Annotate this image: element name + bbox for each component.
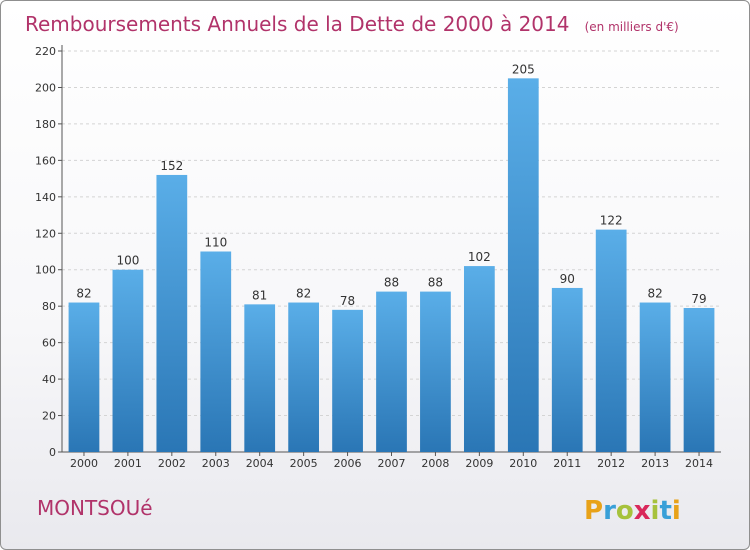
y-tick-label: 100 (35, 264, 56, 277)
bar (156, 174, 188, 453)
y-tick-label: 0 (49, 446, 56, 459)
bar-value-label: 205 (512, 62, 535, 76)
y-tick-label: 80 (42, 300, 56, 313)
bar-value-label: 102 (468, 250, 491, 264)
logo-letter: x (634, 496, 651, 526)
x-tick-label: 2009 (465, 457, 493, 470)
x-tick-label: 2011 (553, 457, 581, 470)
logo-letter: i (651, 496, 660, 526)
bar (244, 304, 276, 452)
x-tick-label: 2014 (685, 457, 713, 470)
x-tick-label: 2002 (158, 457, 186, 470)
bar (420, 291, 451, 452)
y-tick-label: 40 (42, 373, 56, 386)
bar-value-label: 82 (76, 287, 91, 301)
x-tick-label: 2010 (509, 457, 537, 470)
bar-value-label: 82 (647, 287, 662, 301)
bar (683, 308, 715, 452)
logo-letter: i (672, 496, 681, 526)
bar (507, 78, 539, 452)
x-tick-label: 2000 (70, 457, 98, 470)
logo-letter: P (584, 496, 603, 526)
logo-letter: t (659, 496, 671, 526)
x-tick-label: 2003 (202, 457, 230, 470)
town-name: MONTSOUé (37, 496, 153, 520)
bar (376, 291, 407, 452)
bar (463, 266, 495, 452)
y-tick-label: 180 (35, 118, 56, 131)
bar-value-label: 122 (600, 214, 623, 228)
y-tick-label: 220 (35, 45, 56, 58)
chart-unit: (en milliers d'€) (585, 20, 679, 34)
bar (200, 251, 232, 452)
bar-value-label: 81 (252, 288, 267, 302)
x-tick-label: 2006 (334, 457, 362, 470)
bar-value-label: 82 (296, 287, 311, 301)
x-tick-label: 2013 (641, 457, 669, 470)
y-tick-label: 20 (42, 410, 56, 423)
x-tick-label: 2008 (421, 457, 449, 470)
y-tick-label: 140 (35, 191, 56, 204)
bar-value-label: 90 (560, 272, 575, 286)
x-tick-label: 2004 (246, 457, 274, 470)
x-tick-label: 2001 (114, 457, 142, 470)
bar-value-label: 78 (340, 294, 355, 308)
data-labels: 82 100 152 110 81 82 78 88 88 102 205 90 122 82 79 (76, 62, 706, 307)
logo-letter: o (616, 496, 634, 526)
bar (595, 229, 627, 452)
y-tick-label: 120 (35, 227, 56, 240)
chart-title: Remboursements Annuels de la Dette de 20… (25, 12, 679, 36)
logo-letter: r (603, 496, 616, 526)
chart-title-text: Remboursements Annuels de la Dette de 20… (25, 12, 569, 36)
y-tick-label: 200 (35, 81, 56, 94)
y-tick-label: 60 (42, 337, 56, 350)
x-tick-label: 2005 (290, 457, 318, 470)
bar-value-label: 79 (691, 292, 706, 306)
bars (68, 78, 715, 453)
bar (639, 302, 671, 452)
bar-value-label: 88 (384, 276, 399, 290)
bar-value-label: 110 (204, 236, 227, 250)
x-tick-label: 2012 (597, 457, 625, 470)
bar-value-label: 88 (428, 276, 443, 290)
bar-value-label: 100 (116, 254, 139, 268)
y-tick-label: 160 (35, 154, 56, 167)
proxiti-logo: Proxiti (584, 496, 681, 526)
bar-value-label: 152 (160, 159, 183, 173)
x-tick-label: 2007 (378, 457, 406, 470)
bar (68, 302, 100, 452)
bar (112, 269, 144, 452)
bar (288, 302, 320, 452)
axes: 0 20 40 60 80 100 120 140 160 180 200 220 2000 2001 20… (35, 45, 721, 470)
bar (551, 287, 583, 452)
bar (332, 309, 363, 452)
